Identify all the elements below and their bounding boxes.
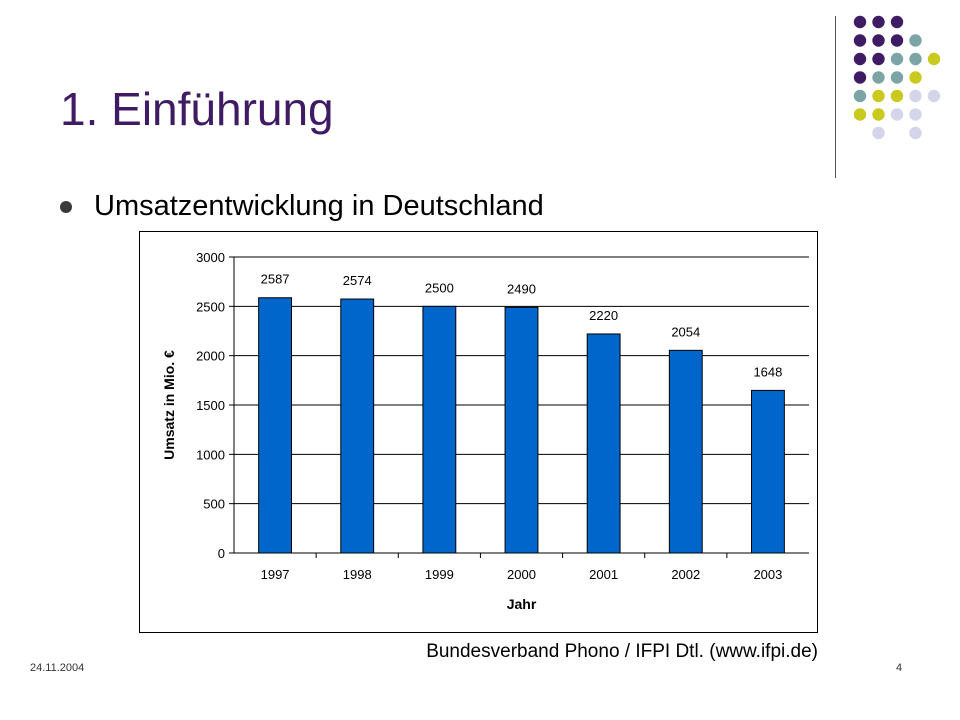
decorative-dot bbox=[872, 71, 885, 84]
decorative-dot bbox=[872, 126, 885, 140]
decorative-dot bbox=[890, 34, 904, 47]
x-tick-label: 1998 bbox=[343, 567, 372, 582]
decorative-dot bbox=[909, 52, 922, 66]
bar bbox=[422, 305, 457, 554]
decorative-dot-grid bbox=[853, 15, 941, 140]
data-label: 1648 bbox=[753, 364, 782, 379]
data-label: 2574 bbox=[343, 273, 372, 288]
data-label: 2220 bbox=[589, 308, 618, 323]
bar bbox=[586, 333, 621, 554]
decorative-dot bbox=[890, 89, 904, 103]
decorative-dot bbox=[909, 34, 922, 47]
data-label: 2054 bbox=[671, 324, 700, 339]
decorative-dot bbox=[890, 52, 904, 66]
bullet-item: Umsatzentwicklung in Deutschland bbox=[60, 190, 544, 223]
decorative-divider bbox=[835, 16, 836, 178]
x-tick-label: 2003 bbox=[753, 567, 782, 582]
decorative-dot bbox=[927, 52, 941, 66]
bar bbox=[340, 298, 375, 554]
decorative-dot bbox=[927, 89, 941, 103]
y-axis-title: Umsatz in Mio. € bbox=[161, 350, 177, 460]
decorative-dot bbox=[872, 52, 885, 66]
decorative-dot bbox=[890, 108, 904, 121]
bullet-icon bbox=[60, 200, 72, 213]
footer-date: 24.11.2004 bbox=[30, 662, 85, 674]
decorative-dot bbox=[853, 108, 867, 121]
decorative-dot bbox=[909, 108, 922, 121]
decorative-dot bbox=[872, 34, 885, 47]
decorative-dot bbox=[872, 15, 885, 29]
x-tick-label: 1999 bbox=[425, 567, 454, 582]
bullet-text: Umsatzentwicklung in Deutschland bbox=[94, 190, 544, 222]
decorative-dot bbox=[853, 52, 867, 66]
decorative-dot bbox=[872, 108, 885, 121]
source-citation: Bundesverband Phono / IFPI Dtl. (www.ifp… bbox=[426, 641, 818, 662]
x-tick-label: 2002 bbox=[671, 567, 700, 582]
x-tick-label: 1997 bbox=[261, 567, 290, 582]
bar bbox=[668, 349, 703, 554]
decorative-dot bbox=[909, 71, 922, 84]
decorative-dot bbox=[909, 126, 922, 140]
data-label: 2587 bbox=[261, 272, 290, 287]
decorative-dot bbox=[890, 15, 904, 29]
decorative-dot bbox=[909, 89, 922, 103]
revenue-chart: 0 500 1000 1500 2000 2500 3000 2587 1997 2574 1998… bbox=[139, 231, 818, 633]
decorative-dot bbox=[872, 89, 885, 103]
bar bbox=[504, 306, 539, 554]
bar bbox=[751, 389, 785, 554]
data-label: 2500 bbox=[425, 280, 454, 295]
y-tick-label: 500 bbox=[203, 497, 225, 512]
x-tick-label: 2001 bbox=[589, 567, 618, 582]
y-tick-label: 1000 bbox=[196, 447, 225, 462]
x-axis-title: Jahr bbox=[507, 596, 537, 612]
y-tick-label: 1500 bbox=[196, 398, 225, 413]
decorative-dot bbox=[853, 71, 867, 84]
decorative-dot bbox=[853, 89, 867, 103]
data-label: 2490 bbox=[507, 281, 536, 296]
page-number: 4 bbox=[896, 662, 903, 674]
chart-svg: 0 500 1000 1500 2000 2500 3000 2587 1997 2574 1998… bbox=[161, 250, 809, 612]
x-tick-label: 2000 bbox=[507, 567, 536, 582]
y-tick-label: 3000 bbox=[196, 250, 225, 265]
decorative-dot bbox=[853, 15, 867, 29]
bar bbox=[258, 297, 293, 554]
y-tick-label: 2500 bbox=[196, 299, 225, 314]
y-tick-label: 2000 bbox=[196, 349, 225, 364]
decorative-dot bbox=[890, 71, 904, 84]
decorative-dot bbox=[853, 34, 867, 47]
y-tick-label: 0 bbox=[218, 546, 225, 561]
slide-title: 1. Einführung bbox=[60, 83, 334, 135]
